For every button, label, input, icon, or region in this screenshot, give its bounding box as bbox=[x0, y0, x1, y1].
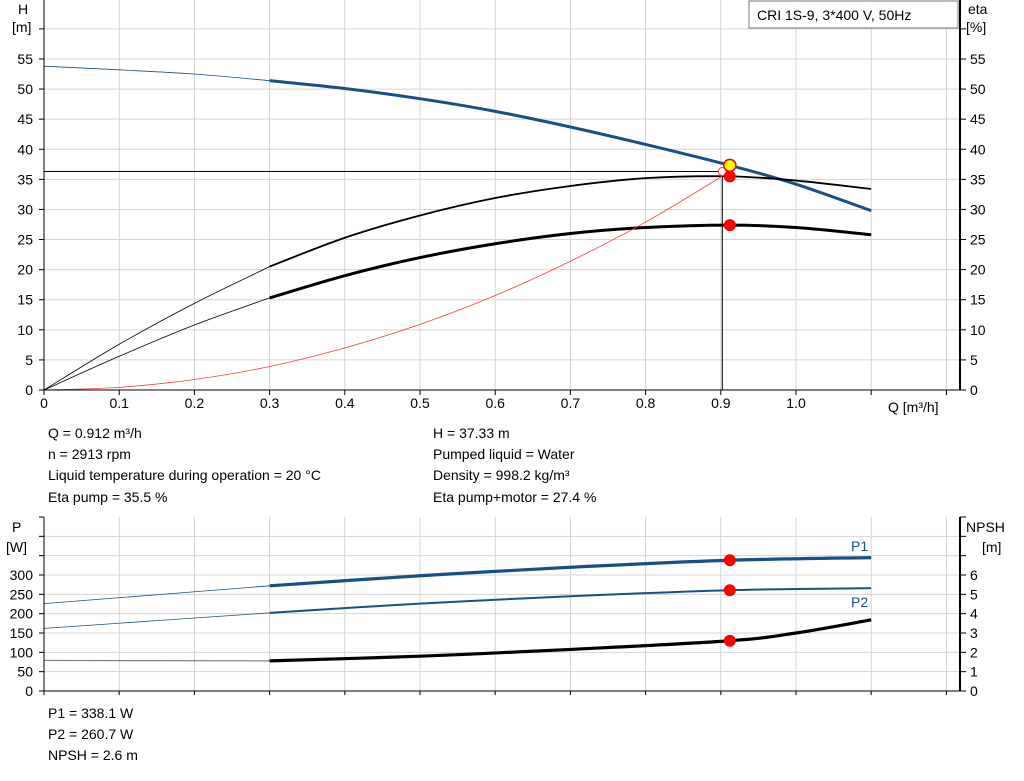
h-axis-label: H bbox=[18, 1, 28, 17]
eta-tick-label: 45 bbox=[970, 111, 986, 127]
info-h: H = 37.33 m bbox=[433, 425, 510, 441]
p2-curve bbox=[269, 587, 872, 614]
eta-pump-motor-marker bbox=[723, 219, 736, 232]
p-tick-label: 100 bbox=[10, 644, 34, 660]
eta-tick-label: 55 bbox=[970, 51, 986, 67]
h-tick-label: 20 bbox=[17, 262, 33, 278]
info-q: Q = 0.912 m³/h bbox=[48, 425, 142, 441]
x-tick-label: 0.2 bbox=[185, 395, 205, 411]
p2-series-label: P2 bbox=[851, 594, 868, 610]
top-grid bbox=[44, 0, 960, 390]
info-eta-pump-motor: Eta pump+motor = 27.4 % bbox=[433, 489, 597, 505]
info-p1: P1 = 338.1 W bbox=[48, 705, 134, 721]
h-tick-label: 55 bbox=[17, 51, 33, 67]
h-tick-label: 30 bbox=[17, 201, 33, 217]
eta-tick-label: 5 bbox=[970, 352, 978, 368]
npsh-tick-label: 2 bbox=[970, 644, 978, 660]
bottom-grid bbox=[44, 517, 960, 691]
npsh-tick-label: 1 bbox=[970, 664, 978, 680]
info-n: n = 2913 rpm bbox=[48, 446, 131, 462]
p-tick-label: 250 bbox=[10, 586, 34, 602]
info-npsh: NPSH = 2.6 m bbox=[48, 747, 138, 763]
info-temp: Liquid temperature during operation = 20… bbox=[48, 467, 321, 483]
info-p2: P2 = 260.7 W bbox=[48, 726, 134, 742]
eta-tick-label: 0 bbox=[970, 382, 978, 398]
eta-tick-label: 30 bbox=[970, 201, 986, 217]
h-tick-label: 5 bbox=[25, 352, 33, 368]
x-tick-label: 0.3 bbox=[260, 395, 280, 411]
head-curve bbox=[269, 79, 872, 213]
npsh-axis-unit: [m] bbox=[982, 539, 1001, 555]
info-density: Density = 998.2 kg/m³ bbox=[433, 467, 570, 483]
npsh-curve bbox=[269, 618, 872, 663]
npsh-tick-label: 4 bbox=[970, 606, 978, 622]
q-axis-label: Q [m³/h] bbox=[888, 399, 939, 415]
p1-marker bbox=[723, 554, 736, 567]
system-curve bbox=[43, 171, 729, 391]
eta-tick-label: 50 bbox=[970, 81, 986, 97]
npsh-tick-label: 5 bbox=[970, 586, 978, 602]
eta-tick-label: 20 bbox=[970, 262, 986, 278]
eta-tick-label: 10 bbox=[970, 322, 986, 338]
p-tick-label: 200 bbox=[10, 606, 34, 622]
h-tick-label: 10 bbox=[17, 322, 33, 338]
info-liquid: Pumped liquid = Water bbox=[433, 446, 575, 462]
eta-axis-label: eta bbox=[968, 1, 988, 17]
h-tick-label: 50 bbox=[17, 81, 33, 97]
x-tick-label: 0.8 bbox=[636, 395, 656, 411]
x-tick-label: 1.0 bbox=[786, 395, 806, 411]
p1-curve bbox=[269, 556, 872, 588]
eta-pump-marker bbox=[723, 170, 736, 183]
x-tick-label: 0 bbox=[40, 395, 48, 411]
x-tick-label: 0.6 bbox=[485, 395, 505, 411]
h-tick-label: 0 bbox=[25, 382, 33, 398]
eta-tick-label: 40 bbox=[970, 141, 986, 157]
npsh-tick-label: 3 bbox=[970, 625, 978, 641]
p1-series-label: P1 bbox=[851, 538, 868, 554]
h-tick-label: 40 bbox=[17, 141, 33, 157]
p2-marker bbox=[723, 584, 736, 597]
p1-curve-extension bbox=[43, 585, 270, 605]
eta-pump-curve-extension bbox=[43, 266, 270, 391]
x-tick-label: 0.4 bbox=[335, 395, 355, 411]
h-tick-label: 15 bbox=[17, 292, 33, 308]
eta-tick-label: 15 bbox=[970, 292, 986, 308]
curves bbox=[43, 65, 872, 663]
p-tick-label: 50 bbox=[17, 664, 33, 680]
p-tick-label: 0 bbox=[25, 683, 33, 699]
duty-point-marker bbox=[723, 158, 737, 173]
npsh-marker bbox=[723, 634, 736, 647]
eta-tick-label: 35 bbox=[970, 171, 986, 187]
info-eta-pump: Eta pump = 35.5 % bbox=[48, 489, 168, 505]
p2-curve-extension bbox=[43, 612, 270, 629]
h-tick-label: 45 bbox=[17, 111, 33, 127]
head-curve-extension bbox=[43, 65, 270, 82]
x-tick-label: 0.5 bbox=[410, 395, 430, 411]
p-tick-label: 150 bbox=[10, 625, 34, 641]
eta-tick-label: 25 bbox=[970, 232, 986, 248]
x-tick-label: 0.7 bbox=[561, 395, 581, 411]
eta-pump-motor-curve-extension bbox=[43, 297, 270, 391]
axes: 0 0.1 0.2 0.3 0.4 0.5 0.6 0.7 0.8 0.9 1.00 05 510 101… bbox=[10, 0, 986, 699]
npsh-tick-label: 0 bbox=[970, 683, 978, 699]
eta-pump-curve bbox=[269, 175, 872, 268]
chart-title: CRI 1S-9, 3*400 V, 50Hz bbox=[757, 7, 911, 23]
x-tick-label: 0.1 bbox=[109, 395, 129, 411]
title-box bbox=[748, 0, 959, 29]
eta-axis-unit: [%] bbox=[966, 19, 986, 35]
npsh-tick-label: 6 bbox=[970, 567, 978, 583]
p-axis-label: P bbox=[12, 519, 21, 535]
x-tick-label: 0.9 bbox=[711, 395, 731, 411]
h-axis-unit: [m] bbox=[12, 19, 31, 35]
eta-pump-motor-curve bbox=[269, 223, 872, 300]
p-axis-unit: [W] bbox=[6, 539, 27, 555]
h-tick-label: 35 bbox=[17, 171, 33, 187]
p-tick-label: 300 bbox=[10, 567, 34, 583]
h-tick-label: 25 bbox=[17, 232, 33, 248]
npsh-axis-label: NPSH bbox=[966, 519, 1005, 535]
